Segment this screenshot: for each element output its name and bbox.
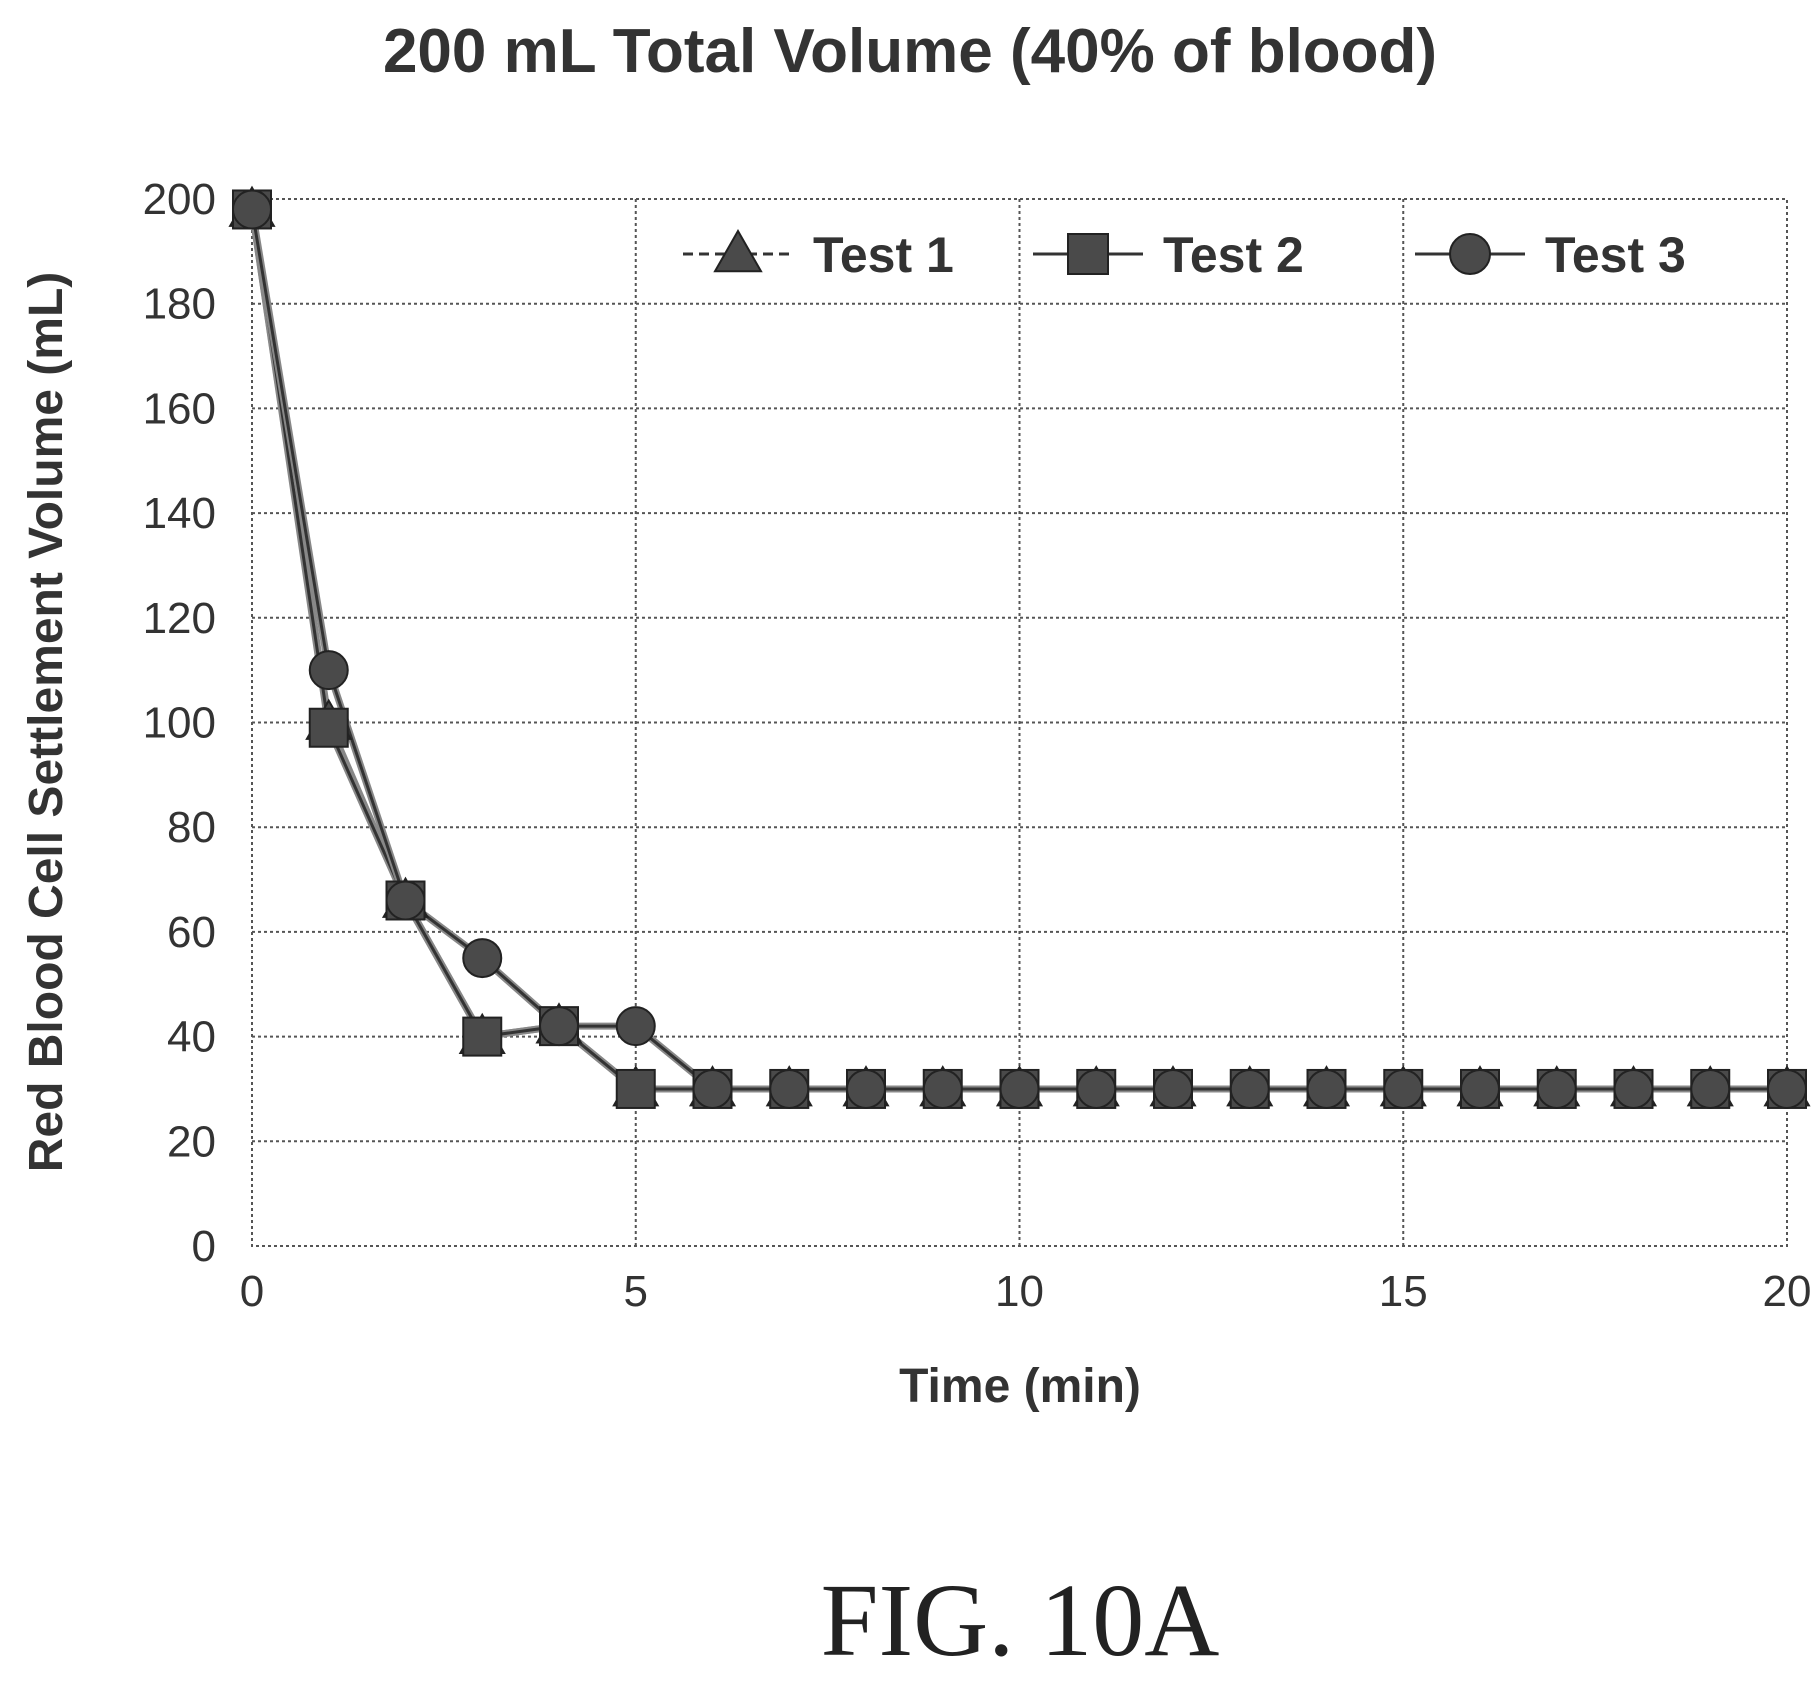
- chart-title: 200 mL Total Volume (40% of blood): [383, 17, 1437, 86]
- y-tick-labels: 0 20 40 60 80 100 120 140 160 180 200: [143, 175, 216, 1271]
- data-point: [692, 1068, 733, 1109]
- data-point: [462, 1016, 503, 1057]
- y-tick-label: 200: [143, 175, 216, 224]
- data-point: [308, 650, 349, 691]
- x-tick-label: 20: [1763, 1267, 1812, 1316]
- data-point: [922, 1068, 963, 1109]
- figure-label: FIG. 10A: [821, 1563, 1220, 1678]
- data-point: [769, 1068, 810, 1109]
- x-tick-label: 15: [1379, 1267, 1428, 1316]
- legend-item-3: Test 3: [1415, 227, 1686, 283]
- y-tick-label: 20: [167, 1117, 216, 1166]
- x-axis-label: Time (min): [899, 1360, 1141, 1413]
- data-point: [1690, 1068, 1731, 1109]
- data-point: [1767, 1068, 1807, 1109]
- y-tick-label: 120: [143, 594, 216, 643]
- legend-label: Test 1: [813, 227, 954, 283]
- legend-marker: [713, 228, 763, 273]
- data-point: [462, 938, 503, 979]
- y-tick-label: 100: [143, 699, 216, 748]
- data-point: [1460, 1068, 1500, 1109]
- data-point: [846, 1068, 886, 1109]
- legend-item-1: Test 1: [683, 227, 954, 283]
- plot-frame: [251, 198, 1788, 1247]
- data-point: [308, 707, 349, 748]
- y-tick-label: 140: [143, 489, 216, 538]
- y-tick-label: 40: [167, 1013, 216, 1062]
- legend-marker: [1449, 233, 1491, 275]
- legend-label: Test 3: [1545, 227, 1686, 283]
- series-layer: [228, 185, 1811, 1109]
- y-axis-label: Red Blood Cell Settlement Volume (mL): [20, 272, 73, 1173]
- data-point: [1306, 1068, 1347, 1109]
- series-3-markers: [232, 189, 1807, 1109]
- x-tick-label: 0: [240, 1267, 264, 1316]
- data-point: [539, 1006, 579, 1047]
- legend: Test 1 Test 2 Test 3: [683, 227, 1686, 283]
- y-tick-label: 60: [167, 908, 216, 957]
- legend-item-2: Test 2: [1033, 227, 1304, 283]
- data-point: [999, 1068, 1040, 1109]
- x-tick-labels: 0 5 10 15 20: [240, 1267, 1812, 1316]
- data-point: [615, 1006, 656, 1047]
- data-point: [1613, 1068, 1654, 1109]
- data-point: [1536, 1068, 1577, 1109]
- x-tick-label: 5: [624, 1267, 648, 1316]
- data-point: [1383, 1068, 1424, 1109]
- y-tick-label: 180: [143, 280, 216, 329]
- data-point: [232, 189, 272, 230]
- y-tick-label: 160: [143, 384, 216, 433]
- y-tick-label: 80: [167, 803, 216, 852]
- y-tick-label: 0: [192, 1222, 216, 1271]
- data-point: [1076, 1068, 1117, 1109]
- grid-lines: [252, 199, 1787, 1246]
- data-point: [385, 880, 426, 921]
- data-point: [1229, 1068, 1270, 1109]
- legend-marker: [1067, 233, 1109, 275]
- x-tick-label: 10: [995, 1267, 1044, 1316]
- data-point: [615, 1068, 656, 1109]
- data-point: [1153, 1068, 1193, 1109]
- legend-label: Test 2: [1163, 227, 1304, 283]
